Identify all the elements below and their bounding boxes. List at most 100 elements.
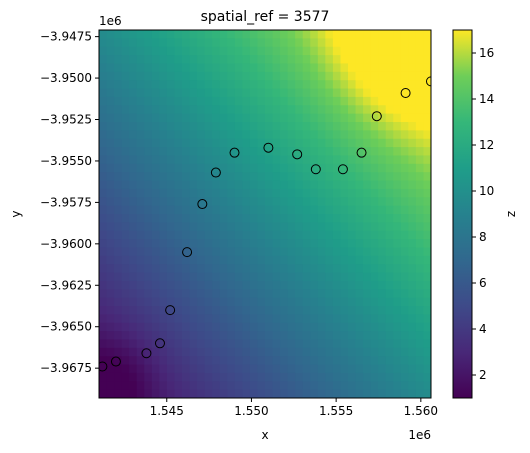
heatmap-cell — [99, 38, 108, 48]
heatmap-cell — [234, 55, 243, 65]
heatmap-cell — [340, 239, 349, 249]
heatmap-cell — [310, 372, 319, 382]
heatmap-cell — [287, 63, 296, 73]
heatmap-cell — [159, 38, 168, 48]
heatmap-cell — [189, 339, 198, 349]
heatmap-cell — [151, 306, 160, 315]
heatmap-cell — [249, 163, 259, 173]
heatmap-cell — [121, 55, 130, 65]
heatmap-cell — [204, 46, 213, 56]
heatmap-cell — [265, 155, 274, 165]
heatmap-cell — [121, 63, 130, 73]
heatmap-cell — [121, 239, 130, 249]
heatmap-cell — [287, 46, 296, 56]
heatmap-cell — [378, 280, 387, 290]
heatmap-cell — [106, 264, 115, 274]
heatmap-cell — [295, 80, 304, 90]
heatmap-cell — [348, 322, 357, 332]
heatmap-cell — [99, 96, 108, 106]
heatmap-cell — [287, 239, 296, 249]
heatmap-cell — [393, 255, 402, 265]
heatmap-cell — [257, 247, 266, 257]
heatmap-cell — [363, 163, 372, 173]
heatmap-cell — [280, 297, 289, 307]
heatmap-cell — [166, 155, 176, 165]
heatmap-cell — [302, 197, 311, 207]
heatmap-cell — [408, 314, 417, 324]
heatmap-cell — [159, 88, 168, 98]
heatmap-cell — [212, 71, 221, 81]
heatmap-cell — [159, 347, 168, 357]
heatmap-cell — [144, 247, 153, 257]
heatmap-cell — [310, 197, 319, 207]
heatmap-cell — [166, 272, 176, 282]
heatmap-cell — [317, 38, 326, 48]
heatmap-cell — [423, 280, 431, 290]
heatmap-cell — [348, 356, 357, 366]
heatmap-cell — [197, 372, 206, 382]
heatmap-cell — [302, 180, 311, 190]
heatmap-cell — [151, 130, 160, 140]
heatmap-cell — [265, 389, 274, 398]
heatmap-cell — [106, 289, 115, 299]
heatmap-cell — [257, 163, 266, 173]
heatmap-cell — [280, 155, 289, 165]
heatmap-cell — [408, 230, 417, 240]
heatmap-cell — [197, 163, 206, 173]
sample-point — [400, 87, 411, 98]
heatmap-cell — [393, 38, 402, 48]
heatmap-cell — [393, 230, 402, 240]
heatmap-cell — [99, 314, 108, 324]
heatmap-cell — [227, 188, 236, 198]
heatmap-cell — [370, 63, 379, 73]
heatmap-cell — [280, 331, 289, 341]
heatmap-cell — [144, 272, 153, 282]
heatmap-cell — [212, 122, 221, 131]
heatmap-cell — [415, 356, 425, 366]
heatmap-cell — [348, 180, 357, 190]
heatmap-cell — [310, 280, 319, 290]
heatmap-cell — [317, 264, 326, 274]
heatmap-cell — [234, 113, 243, 123]
heatmap-cell — [378, 272, 387, 282]
heatmap-cell — [227, 80, 236, 90]
heatmap-cell — [234, 46, 243, 56]
heatmap-cell — [257, 322, 266, 332]
heatmap-cell — [189, 389, 198, 398]
heatmap-cell — [325, 289, 334, 299]
heatmap-cell — [265, 172, 274, 182]
heatmap-cell — [234, 163, 243, 173]
heatmap-cell — [385, 272, 394, 282]
heatmap-cell — [393, 222, 402, 232]
heatmap-cell — [174, 163, 183, 173]
heatmap-cell — [378, 63, 387, 73]
heatmap-cell — [287, 38, 296, 48]
heatmap-cell — [189, 80, 198, 90]
heatmap-cell — [317, 272, 326, 282]
heatmap-cell — [212, 46, 221, 56]
heatmap-cell — [121, 347, 130, 357]
heatmap-cell — [174, 155, 183, 165]
heatmap-cell — [287, 381, 296, 391]
heatmap-cell — [166, 180, 176, 190]
heatmap-cell — [99, 222, 108, 232]
heatmap-cell — [242, 55, 251, 65]
heatmap-cell — [355, 197, 364, 207]
heatmap-cell — [174, 230, 183, 240]
heatmap-cell — [159, 71, 168, 81]
heatmap-cell — [400, 331, 409, 341]
heatmap-cell — [272, 247, 281, 257]
heatmap-cell — [234, 172, 243, 182]
heatmap-cell — [136, 205, 145, 215]
heatmap-cell — [423, 255, 431, 265]
heatmap-cell — [408, 239, 417, 249]
heatmap-cell — [363, 55, 372, 65]
heatmap-cell — [265, 289, 274, 299]
heatmap-cell — [227, 172, 236, 182]
heatmap-cell — [340, 322, 349, 332]
heatmap-cell — [144, 389, 153, 398]
heatmap-cell — [166, 247, 176, 257]
heatmap-cell — [227, 197, 236, 207]
heatmap-cell — [400, 222, 409, 232]
heatmap-cell — [400, 138, 409, 148]
